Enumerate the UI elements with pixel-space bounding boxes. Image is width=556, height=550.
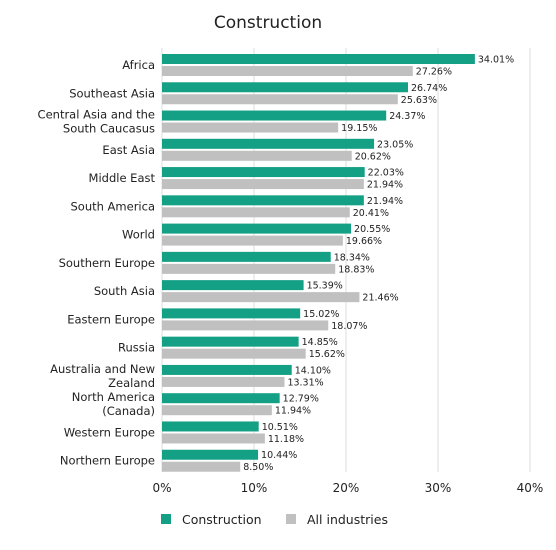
- bar-all-industries: [162, 348, 306, 359]
- data-label-construction: 20.55%: [354, 224, 390, 235]
- bar-construction: [162, 138, 375, 149]
- x-tick-label: 0%: [152, 481, 171, 495]
- bar-all-industries: [162, 292, 360, 303]
- bar-all-industries: [162, 207, 350, 218]
- data-label-construction: 15.02%: [303, 309, 339, 320]
- data-label-all-industries: 20.41%: [353, 208, 389, 219]
- data-label-construction: 15.39%: [307, 281, 343, 292]
- bar-construction: [162, 82, 409, 93]
- bar-construction: [162, 449, 259, 460]
- category-label: South America: [70, 199, 155, 213]
- category-label: East Asia: [102, 143, 155, 157]
- bar-construction: [162, 195, 364, 206]
- data-label-construction: 22.03%: [368, 168, 404, 179]
- data-label-construction: 14.85%: [302, 337, 338, 348]
- legend-swatch: [286, 514, 296, 524]
- category-label: Central Asia and the: [38, 108, 155, 122]
- data-label-all-industries: 27.26%: [416, 67, 452, 78]
- bar-all-industries: [162, 179, 364, 190]
- data-label-all-industries: 11.18%: [268, 434, 304, 445]
- category-label: North America: [72, 390, 155, 404]
- category-label: Australia and New: [50, 362, 155, 376]
- data-label-all-industries: 11.94%: [275, 406, 311, 417]
- bar-construction: [162, 393, 280, 404]
- category-label: Southeast Asia: [69, 86, 155, 100]
- category-label: Northern Europe: [60, 454, 155, 468]
- category-label: Russia: [118, 341, 155, 355]
- x-axis-ticks: 0% 10% 20% 30% 40%: [152, 481, 543, 495]
- x-tick-label: 10%: [241, 481, 268, 495]
- bar-construction: [162, 54, 475, 64]
- data-label-all-industries: 25.63%: [401, 95, 437, 106]
- data-label-all-industries: 21.94%: [367, 180, 403, 191]
- category-label: Middle East: [89, 171, 156, 185]
- bar-all-industries: [162, 94, 398, 105]
- bar-all-industries: [162, 66, 413, 76]
- bar-construction: [162, 280, 304, 291]
- data-label-construction: 23.05%: [377, 139, 413, 150]
- data-label-construction: 10.44%: [261, 450, 297, 461]
- legend-swatch: [161, 514, 171, 524]
- data-label-all-industries: 15.62%: [309, 349, 345, 360]
- bar-construction: [162, 336, 299, 347]
- data-label-construction: 10.51%: [262, 422, 298, 433]
- data-label-all-industries: 19.15%: [341, 123, 377, 134]
- x-tick-label: 40%: [517, 481, 544, 495]
- category-label: World: [122, 228, 155, 242]
- data-label-all-industries: 18.07%: [331, 321, 367, 332]
- category-label: South Caucasus: [63, 122, 155, 136]
- bar-all-industries: [162, 263, 336, 274]
- bar-all-industries: [162, 433, 265, 444]
- x-tick-label: 20%: [333, 481, 360, 495]
- bar-construction: [162, 308, 301, 319]
- data-label-construction: 34.01%: [478, 55, 514, 66]
- category-labels: Africa Southeast Asia Central Asia and the…: [38, 58, 156, 468]
- legend: Construction All industries: [161, 512, 388, 527]
- category-label: South Asia: [94, 284, 155, 298]
- bar-all-industries: [162, 150, 352, 161]
- bar-all-industries: [162, 122, 339, 133]
- data-label-construction: 12.79%: [283, 394, 319, 405]
- legend-label: All industries: [307, 512, 388, 527]
- data-label-all-industries: 19.66%: [346, 236, 382, 247]
- bar-all-industries: [162, 461, 241, 472]
- data-label-all-industries: 8.50%: [243, 462, 273, 473]
- data-label-construction: 21.94%: [367, 196, 403, 207]
- bar-construction: [162, 421, 259, 432]
- bar-all-industries: [162, 405, 272, 416]
- category-label: Zealand: [108, 376, 155, 390]
- bar-all-industries: [162, 320, 329, 331]
- category-label: Africa: [122, 58, 155, 72]
- category-label: Southern Europe: [59, 256, 155, 270]
- data-label-all-industries: 20.62%: [355, 151, 391, 162]
- data-label-all-industries: 13.31%: [287, 377, 323, 388]
- chart-title: Construction: [214, 13, 322, 33]
- data-label-construction: 14.10%: [295, 365, 331, 376]
- x-tick-label: 30%: [425, 481, 452, 495]
- legend-label: Construction: [182, 512, 262, 527]
- bars: 34.01% 27.26% 26.74%25.63% 24.37% 19.15%23.0…: [162, 54, 514, 473]
- bar-construction: [162, 223, 352, 234]
- data-label-all-industries: 21.46%: [362, 293, 398, 304]
- category-label: Eastern Europe: [67, 312, 155, 326]
- data-label-construction: 26.74%: [411, 83, 447, 94]
- bar-construction: [162, 364, 292, 375]
- bar-all-industries: [162, 235, 343, 246]
- category-label: (Canada): [102, 404, 155, 418]
- data-label-construction: 24.37%: [389, 111, 425, 122]
- data-label-construction: 18.34%: [334, 252, 370, 263]
- data-label-all-industries: 18.83%: [338, 264, 374, 275]
- bar-construction: [162, 110, 387, 121]
- category-label: Western Europe: [64, 425, 155, 439]
- bar-construction: [162, 251, 331, 262]
- bar-all-industries: [162, 376, 285, 387]
- bar-construction: [162, 167, 365, 178]
